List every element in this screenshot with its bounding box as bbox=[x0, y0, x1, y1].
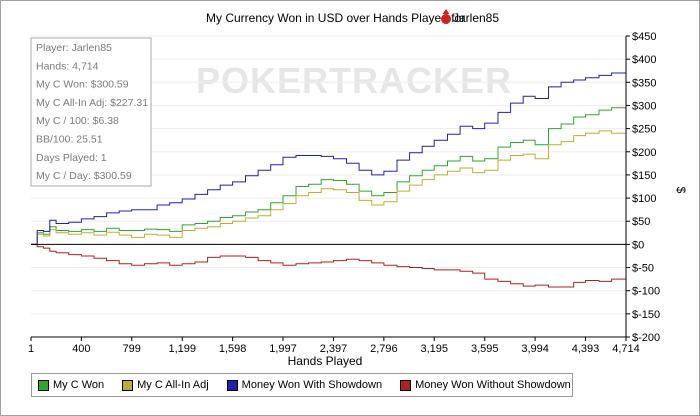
y-tick-label-3: $-50 bbox=[632, 263, 654, 275]
axes bbox=[31, 36, 627, 338]
watermark: POKERTRACKER bbox=[196, 60, 512, 101]
y-tick-label-0: $-200 bbox=[632, 332, 660, 344]
series-line-0 bbox=[31, 105, 627, 245]
y-axis-title: $ bbox=[674, 187, 688, 194]
y-tick-label-11: $350 bbox=[632, 77, 656, 89]
legend-swatch-2 bbox=[226, 379, 238, 391]
legend-label-0: My C Won bbox=[53, 379, 105, 391]
x-tick-label-7: 2,796 bbox=[370, 343, 398, 355]
x-axis-title: Hands Played bbox=[288, 354, 363, 368]
y-axis-ticks: $-200 $-150 $-100 $-50 $0 $50 $100 $150 $200 $250… bbox=[626, 31, 660, 344]
legend: My C Won My C All-In Adj Money Won With Sh… bbox=[31, 373, 573, 397]
legend-item-0: My C Won bbox=[38, 379, 104, 391]
y-tick-label-1: $-150 bbox=[632, 309, 660, 321]
stats-line-3: My C All-In Adj: $227.31 bbox=[36, 97, 148, 109]
stats-line-0: Player: Jarlen85 bbox=[36, 42, 112, 54]
stats-line-5: BB/100: 25.51 bbox=[36, 134, 103, 146]
x-tick-label-3: 1,199 bbox=[168, 343, 196, 355]
chart-title: My Currency Won in USD over Hands Played… bbox=[206, 11, 465, 25]
y-tick-label-6: $100 bbox=[632, 193, 656, 205]
stats-line-4: My C / 100: $6.38 bbox=[36, 115, 119, 127]
series-layer bbox=[31, 69, 627, 288]
stats-line-2: My C Won: $300.59 bbox=[36, 79, 129, 91]
x-tick-label-2: 799 bbox=[123, 343, 141, 355]
y-tick-label-9: $250 bbox=[632, 124, 656, 136]
stats-line-6: Days Played: 1 bbox=[36, 152, 107, 164]
spade-icon bbox=[441, 9, 451, 24]
legend-item-2: Money Won With Showdown bbox=[226, 379, 383, 391]
x-tick-label-10: 3,994 bbox=[521, 343, 549, 355]
x-tick-label-12: 4,714 bbox=[612, 343, 640, 355]
series-line-1 bbox=[31, 130, 627, 245]
legend-swatch-1 bbox=[122, 379, 134, 391]
x-tick-label-5: 1,997 bbox=[269, 343, 297, 355]
y-tick-label-2: $-100 bbox=[632, 286, 660, 298]
legend-swatch-3 bbox=[400, 379, 412, 391]
y-tick-label-7: $150 bbox=[632, 170, 656, 182]
legend-swatch-0 bbox=[38, 379, 49, 391]
stats-line-7: My C / Day: $300.59 bbox=[36, 170, 132, 182]
x-tick-label-9: 3,595 bbox=[471, 343, 499, 355]
stats-line-1: Hands: 4,714 bbox=[36, 60, 99, 72]
chart-title-player: Jarlen85 bbox=[453, 11, 499, 25]
y-tick-label-8: $200 bbox=[632, 147, 656, 159]
y-tick-label-5: $50 bbox=[632, 216, 650, 228]
x-tick-label-11: 4,393 bbox=[572, 343, 600, 355]
x-tick-label-0: 1 bbox=[28, 343, 34, 355]
y-tick-label-4: $0 bbox=[632, 239, 644, 251]
series-line-2 bbox=[31, 69, 627, 245]
chart-title-text: My Currency Won in USD over Hands Played… bbox=[206, 11, 465, 25]
series-line-3 bbox=[31, 243, 627, 288]
x-tick-label-6: 2,397 bbox=[320, 343, 348, 355]
legend-item-3: Money Won Without Showdown bbox=[400, 379, 571, 391]
legend-label-3: Money Won Without Showdown bbox=[415, 379, 571, 391]
legend-item-1: My C All-In Adj bbox=[122, 379, 209, 391]
x-tick-label-1: 400 bbox=[72, 343, 90, 355]
x-tick-label-4: 1,598 bbox=[219, 343, 247, 355]
stats-box: Player: Jarlen85 Hands: 4,714 My C Won: $3… bbox=[30, 37, 152, 187]
y-tick-label-10: $300 bbox=[632, 100, 656, 112]
legend-label-2: Money Won With Showdown bbox=[241, 379, 383, 391]
y-tick-label-13: $450 bbox=[632, 31, 656, 43]
y-tick-label-12: $400 bbox=[632, 54, 656, 66]
legend-label-1: My C All-In Adj bbox=[137, 379, 209, 391]
x-axis-ticks: 1 400 799 1,199 1,598 1,997 2,397 2,796 3,195 3,5… bbox=[28, 337, 640, 355]
x-tick-label-8: 3,195 bbox=[420, 343, 448, 355]
